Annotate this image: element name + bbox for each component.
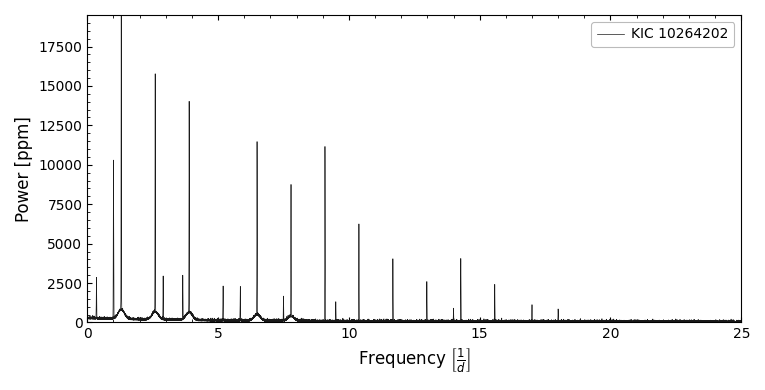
KIC 10264202 xyxy=(737,319,746,324)
X-axis label: Frequency $\left[\frac{1}{d}\right]$: Frequency $\left[\frac{1}{d}\right]$ xyxy=(357,347,471,375)
Legend: KIC 10264202: KIC 10264202 xyxy=(591,22,734,47)
Y-axis label: Power [ppm]: Power [ppm] xyxy=(15,116,33,222)
KIC 10264202 xyxy=(308,318,317,323)
Line: KIC 10264202: KIC 10264202 xyxy=(87,15,741,323)
KIC 10264202 xyxy=(116,13,125,18)
KIC 10264202 xyxy=(627,318,636,323)
KIC 10264202 xyxy=(732,320,741,325)
KIC 10264202 xyxy=(238,319,247,323)
KIC 10264202 xyxy=(574,320,583,324)
KIC 10264202 xyxy=(83,316,92,321)
KIC 10264202 xyxy=(251,313,260,317)
KIC 10264202 xyxy=(167,317,176,322)
